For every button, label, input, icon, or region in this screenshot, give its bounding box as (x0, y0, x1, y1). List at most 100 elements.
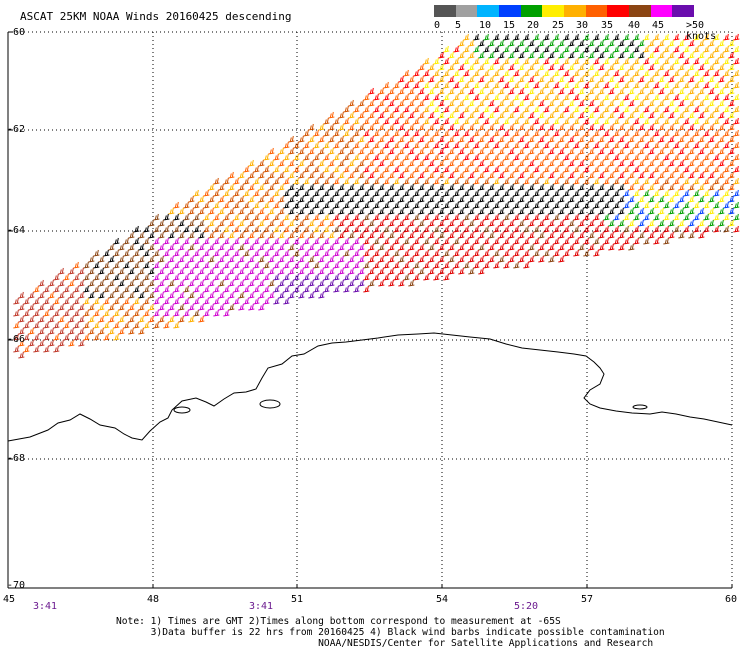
wind-barb (528, 75, 535, 83)
wind-barb (298, 135, 305, 143)
wind-barb (638, 159, 645, 167)
wind-barb (513, 213, 520, 221)
wind-barb (183, 201, 190, 209)
wind-barb (213, 273, 220, 281)
wind-barb (488, 51, 495, 59)
wind-barb (323, 237, 330, 245)
wind-barb (663, 177, 670, 185)
wind-barb (98, 303, 105, 311)
wind-barb (678, 207, 685, 215)
wind-barb (273, 177, 280, 185)
wind-barb (248, 159, 255, 167)
wind-barb (473, 237, 480, 245)
wind-barb (328, 135, 335, 143)
wind-barb (598, 87, 605, 95)
wind-barb (628, 63, 635, 71)
wind-barb (428, 147, 435, 155)
wind-barb (488, 171, 495, 179)
wind-barb (613, 177, 620, 185)
wind-barb (373, 189, 380, 197)
wind-barb (233, 237, 240, 245)
wind-barb (608, 207, 615, 215)
wind-barb (368, 99, 375, 107)
wind-barb (303, 141, 310, 149)
wind-barb (693, 69, 700, 77)
wind-barb (268, 255, 275, 263)
wind-barb (478, 99, 485, 107)
wind-barb (353, 141, 360, 149)
wind-barb (233, 297, 240, 305)
wind-barb (48, 303, 55, 311)
wind-barb (318, 183, 325, 191)
wind-barb (513, 177, 520, 185)
wind-barb (373, 273, 380, 281)
wind-barb (653, 45, 660, 53)
wind-barb (653, 177, 660, 185)
wind-barb (658, 219, 665, 227)
wind-barb (573, 213, 580, 221)
wind-barb (238, 195, 245, 203)
wind-barb (308, 171, 315, 179)
wind-barb (678, 231, 685, 239)
wind-barb (628, 75, 635, 83)
wind-barb (533, 177, 540, 185)
wind-barb (383, 189, 390, 197)
wind-barb (658, 135, 665, 143)
wind-barb (348, 267, 355, 275)
wind-barb (613, 201, 620, 209)
wind-barb (353, 225, 360, 233)
wind-barb (263, 285, 270, 293)
wind-barb (633, 189, 640, 197)
wind-barb (393, 165, 400, 173)
wind-barb (478, 135, 485, 143)
wind-barb (218, 243, 225, 251)
wind-barb (38, 303, 45, 311)
wind-barb (558, 63, 565, 71)
wind-barb (598, 159, 605, 167)
wind-barb (363, 285, 370, 293)
wind-barb (708, 63, 715, 71)
wind-barb (653, 141, 660, 149)
wind-barb (668, 147, 675, 155)
wind-barb (603, 129, 610, 137)
wind-barb (278, 219, 285, 227)
wind-barb (238, 291, 245, 299)
wind-barb (723, 141, 730, 149)
wind-barb (663, 225, 670, 233)
wind-barb (598, 231, 605, 239)
wind-barb (478, 219, 485, 227)
wind-barb (528, 159, 535, 167)
wind-barb (718, 159, 725, 167)
wind-barb (73, 273, 80, 281)
wind-barb (533, 81, 540, 89)
wind-barb (363, 141, 370, 149)
wind-barb (78, 327, 85, 335)
wind-barb (53, 321, 60, 329)
wind-barb (653, 69, 660, 77)
wind-barb (468, 207, 475, 215)
wind-barb (243, 273, 250, 281)
wind-barb (258, 231, 265, 239)
wind-barb (338, 195, 345, 203)
wind-barb (193, 225, 200, 233)
wind-barb (658, 171, 665, 179)
wind-barb (593, 237, 600, 245)
wind-barb (288, 291, 295, 299)
wind-barb (278, 243, 285, 251)
wind-barb (383, 93, 390, 101)
wind-barb (593, 165, 600, 173)
wind-barb (173, 297, 180, 305)
wind-barb (718, 87, 725, 95)
wind-barb (693, 45, 700, 53)
wind-barb (548, 111, 555, 119)
wind-barb (608, 171, 615, 179)
wind-barb (448, 123, 455, 131)
wind-barb (413, 117, 420, 125)
wind-barb (398, 195, 405, 203)
wind-barb (178, 231, 185, 239)
wind-barb (323, 129, 330, 137)
wind-barb (668, 51, 675, 59)
wind-barb (623, 213, 630, 221)
wind-barb (503, 189, 510, 197)
wind-barb (243, 297, 250, 305)
